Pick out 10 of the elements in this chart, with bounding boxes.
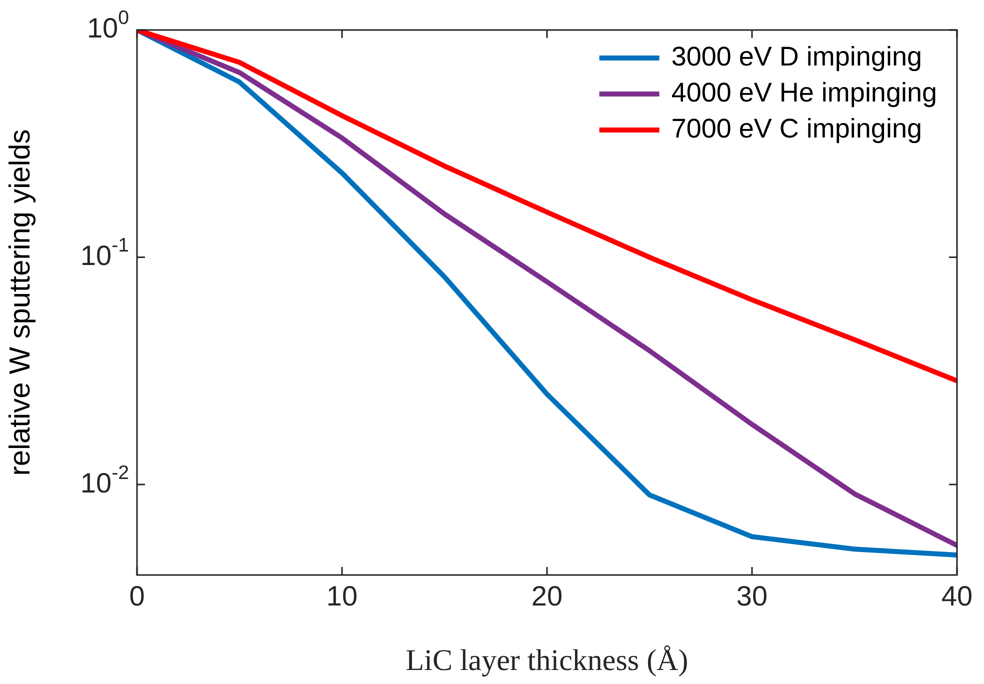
y-axis-title: relative W sputtering yields [4, 129, 36, 476]
x-tick-label: 20 [531, 580, 563, 612]
legend-label: 7000 eV C impinging [671, 113, 922, 144]
legend-label: 4000 eV He impinging [671, 77, 938, 108]
x-tick-label: 40 [941, 580, 973, 612]
x-tick-label: 10 [326, 580, 358, 612]
x-tick-label: 30 [736, 580, 768, 612]
x-tick-label: 0 [129, 580, 145, 612]
x-axis-title: LiC layer thickness (Å) [406, 644, 688, 677]
legend-label: 3000 eV D impinging [671, 41, 922, 72]
